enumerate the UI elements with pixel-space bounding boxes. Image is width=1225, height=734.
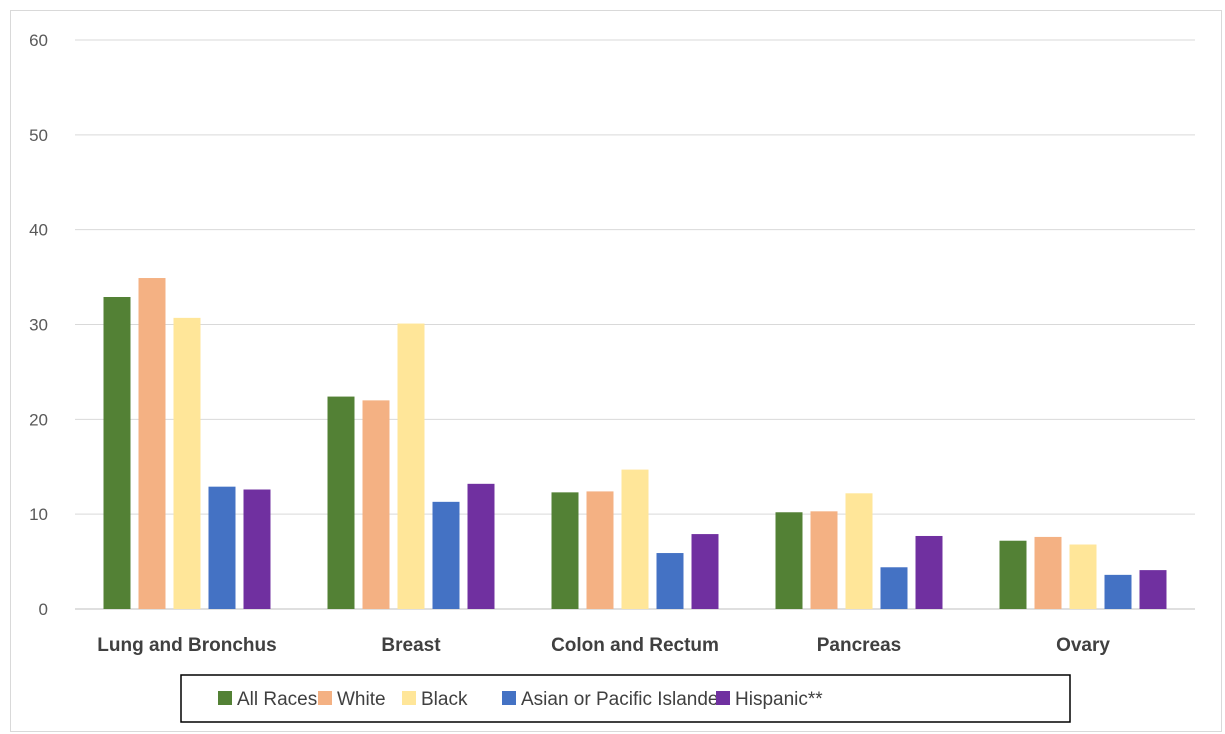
bar-all-races	[551, 492, 579, 609]
legend-label: White	[337, 689, 386, 710]
bar-white	[586, 491, 614, 609]
y-tick-label: 0	[39, 600, 48, 619]
x-axis-category-labels: Lung and Bronchus Breast Colon and Rectum P…	[97, 635, 1110, 656]
bar-white	[1034, 536, 1062, 609]
legend-swatch	[318, 691, 332, 705]
legend-swatch	[402, 691, 416, 705]
bar-all-races	[327, 396, 355, 609]
x-category-label: Colon and Rectum	[551, 635, 719, 656]
bar-asian-or-pacific-islander	[208, 486, 236, 609]
bar-black	[173, 317, 201, 609]
legend-label: Asian or Pacific Islander	[521, 689, 725, 710]
bar-asian-or-pacific-islander	[1104, 574, 1132, 609]
y-tick-label: 20	[29, 410, 48, 429]
bar-all-races	[103, 296, 131, 609]
x-category-label: Breast	[381, 635, 441, 656]
bar-hispanic	[467, 483, 495, 609]
bar-hispanic	[1139, 570, 1167, 609]
y-tick-label: 10	[29, 505, 48, 524]
x-category-label: Pancreas	[817, 635, 902, 656]
y-tick-label: 40	[29, 221, 48, 240]
bar-black	[845, 493, 873, 609]
bar-black	[397, 323, 425, 609]
bar-hispanic	[691, 534, 719, 609]
legend-swatch	[218, 691, 232, 705]
legend-swatch	[716, 691, 730, 705]
y-tick-label: 30	[29, 316, 48, 335]
legend: All Races White Black Asian or Pacific Isla…	[180, 674, 1071, 723]
y-tick-label: 60	[29, 31, 48, 50]
legend-label: Hispanic**	[735, 689, 823, 710]
bar-asian-or-pacific-islander	[432, 501, 460, 609]
bar-white	[138, 278, 166, 609]
bar-asian-or-pacific-islander	[880, 567, 908, 609]
bar-asian-or-pacific-islander	[656, 553, 684, 609]
chart-frame	[10, 10, 1222, 732]
y-tick-label: 50	[29, 126, 48, 145]
bars	[103, 278, 1167, 609]
y-axis-tick-labels: 0 10 20 30 40 50 60	[29, 31, 48, 619]
bar-all-races	[999, 540, 1027, 609]
bar-black	[621, 469, 649, 609]
x-category-label: Lung and Bronchus	[97, 635, 276, 656]
bar-hispanic	[243, 489, 271, 609]
bar-hispanic	[915, 535, 943, 609]
bar-black	[1069, 544, 1097, 609]
bar-white	[810, 511, 838, 609]
x-category-label: Ovary	[1056, 635, 1110, 656]
legend-label: All Races	[237, 689, 317, 710]
bar-all-races	[775, 512, 803, 609]
bar-white	[362, 400, 390, 609]
legend-swatch	[502, 691, 516, 705]
legend-label: Black	[421, 689, 468, 710]
